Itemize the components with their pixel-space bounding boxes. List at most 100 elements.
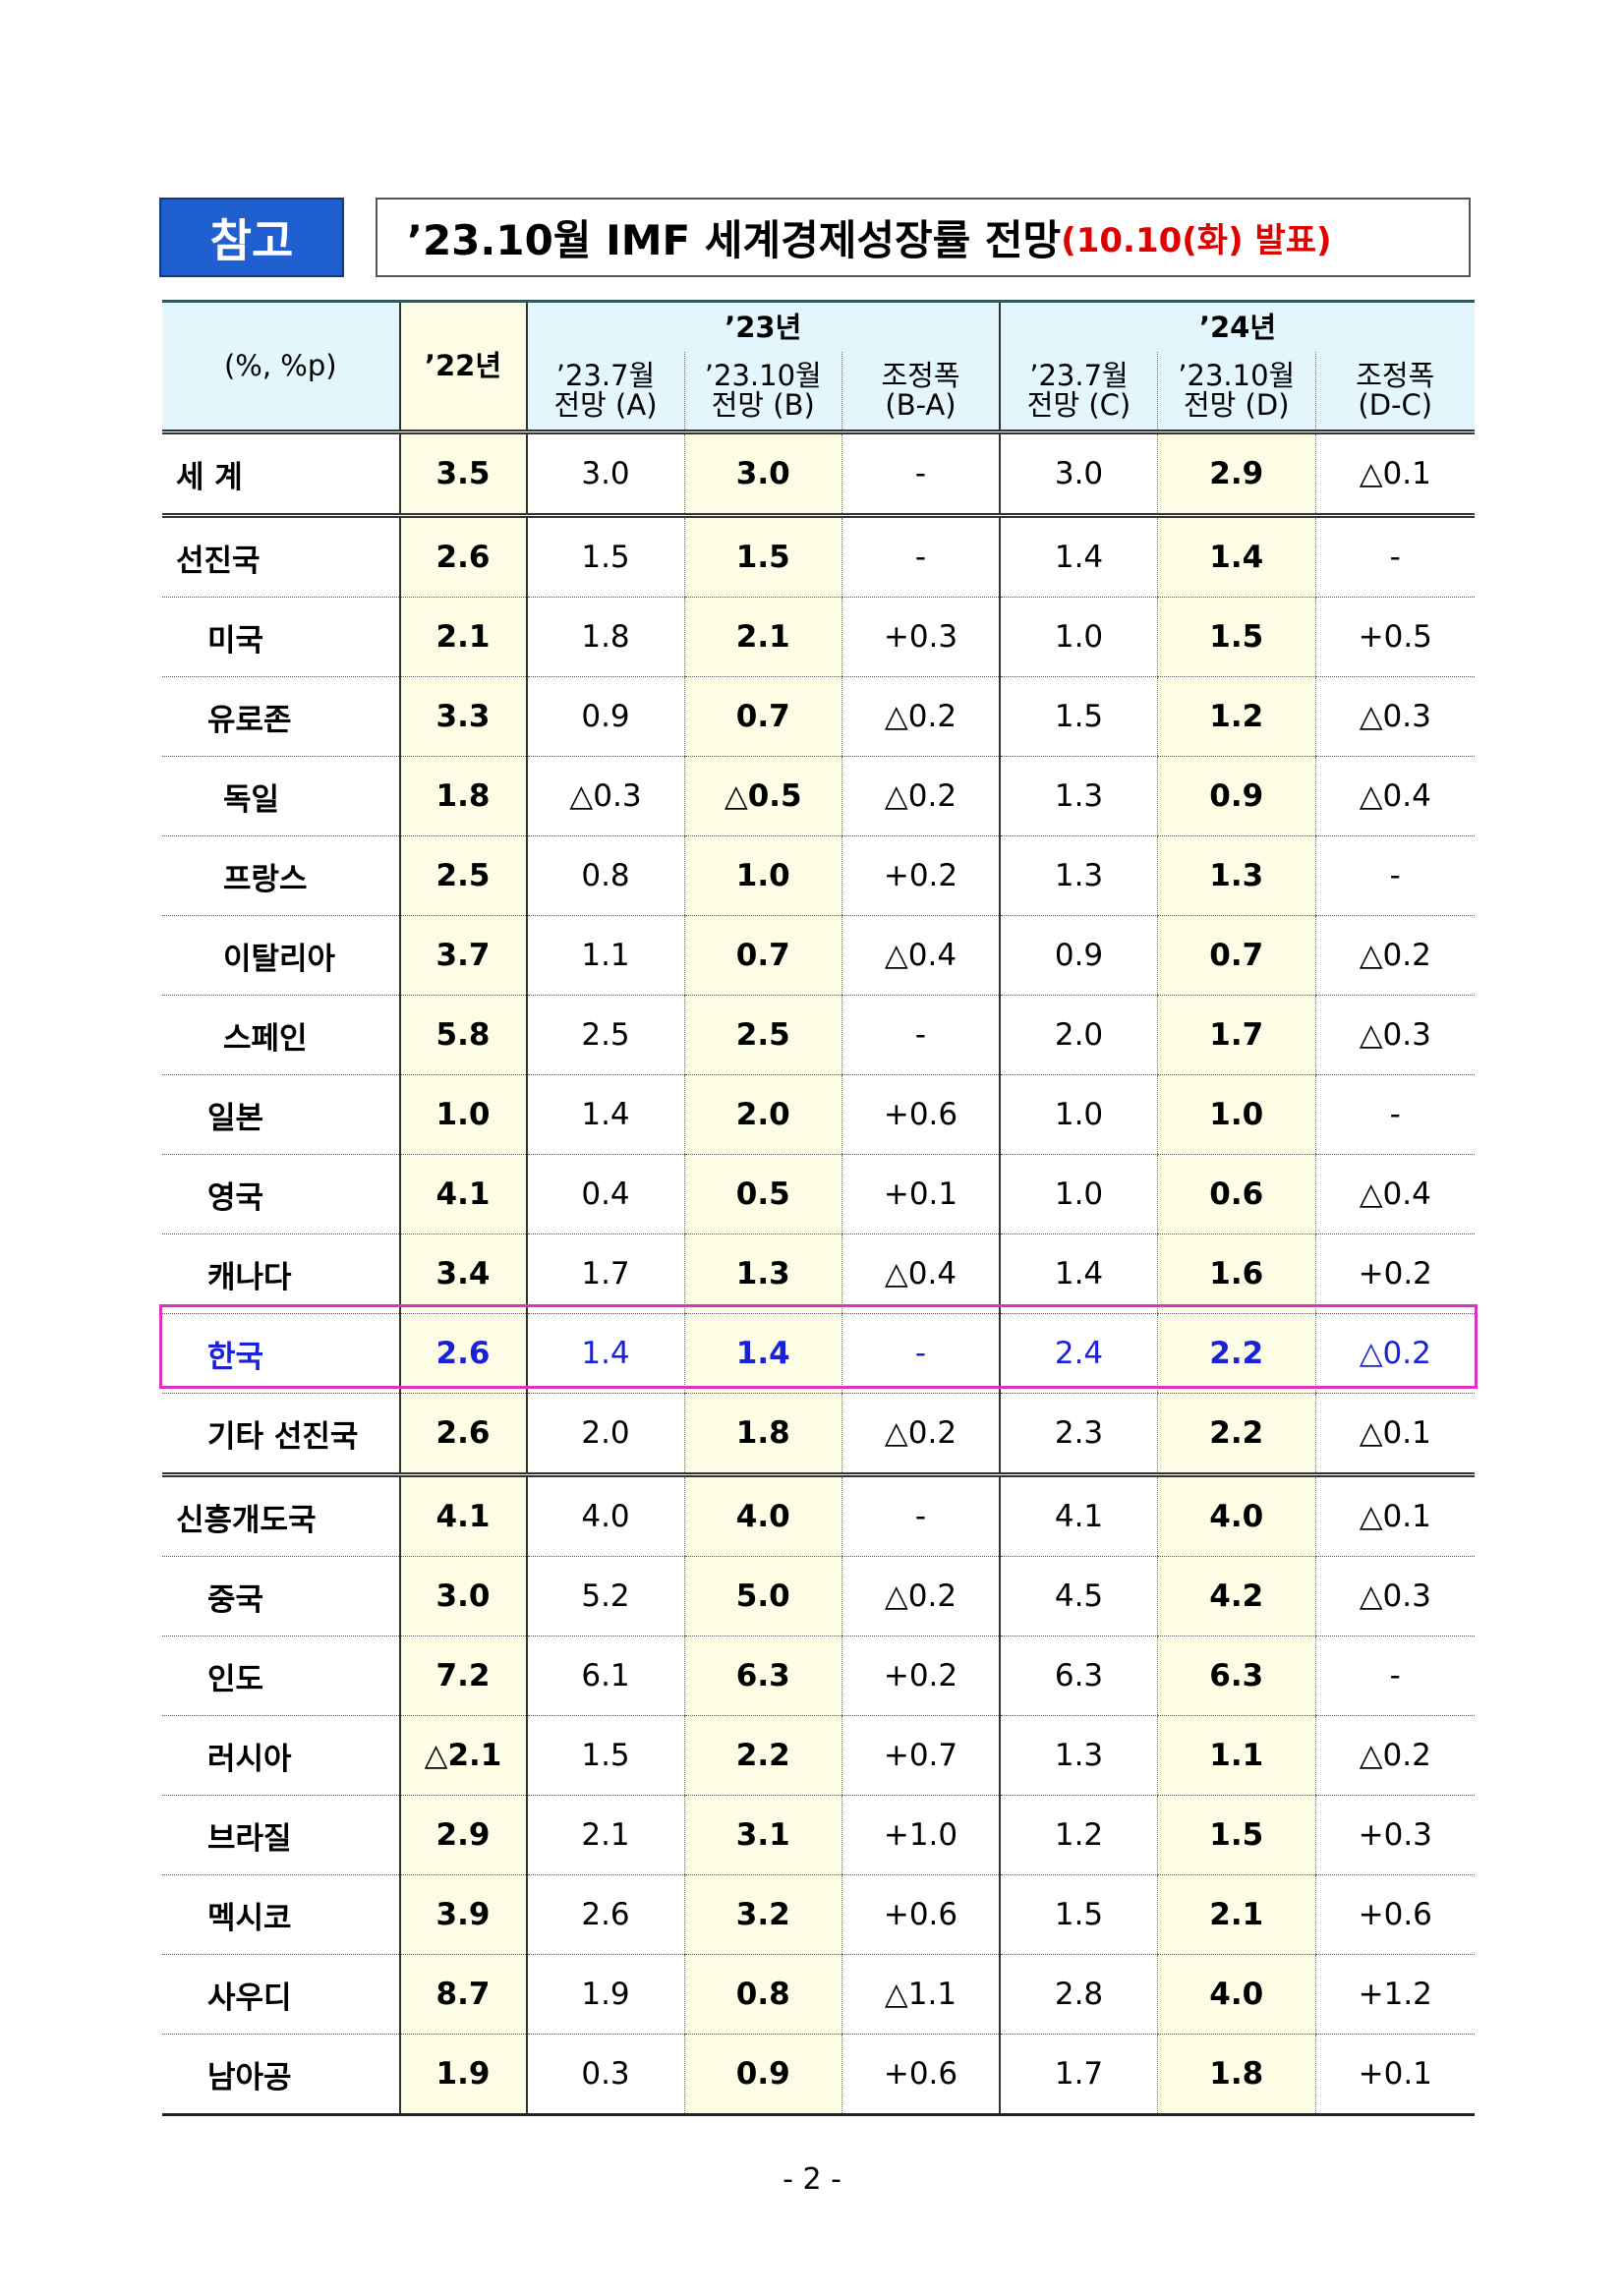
cell: +0.3 — [841, 597, 1000, 677]
cell: 1.1 — [1157, 1715, 1315, 1796]
row-label: 독일 — [162, 756, 400, 836]
table-row: 선진국 2.6 1.5 1.5-1.4 1.4- — [162, 515, 1476, 598]
year-header: ’22년 — [398, 300, 527, 434]
cell: 2.1 — [398, 597, 527, 677]
cell: 1.5 — [525, 1715, 684, 1796]
cell: 2.1 — [525, 1795, 684, 1875]
cell: 0.7 — [683, 676, 842, 757]
cell: 4.1 — [398, 1154, 527, 1234]
row-label: 중국 — [162, 1556, 400, 1636]
cell: △0.2 — [1314, 915, 1476, 996]
badge: 참고 — [159, 198, 344, 277]
cell: 3.0 — [999, 431, 1158, 518]
cell: +0.6 — [841, 2034, 1000, 2116]
table-row: 프랑스 2.5 0.8 1.0 +0.2 1.3 1.3- — [162, 835, 1476, 916]
cell: △0.3 — [525, 756, 684, 836]
column-header: 조정폭 (D-C) — [1314, 351, 1476, 434]
cell: +0.7 — [841, 1715, 1000, 1796]
cell: +0.6 — [841, 1874, 1000, 1955]
table-row: 한국 2.6 1.4 1.4-2.4 2.2 △0.2 — [162, 1313, 1476, 1394]
cell: △0.1 — [1314, 1393, 1476, 1477]
cell: 1.3 — [999, 835, 1158, 916]
table-row: 기타 선진국 2.6 2.0 1.8 △0.2 2.3 2.2 △0.1 — [162, 1393, 1476, 1477]
cell: △0.2 — [841, 756, 1000, 836]
cell: 0.5 — [683, 1154, 842, 1234]
row-label: 세 계 — [162, 431, 400, 518]
cell: 2.5 — [525, 995, 684, 1075]
cell: 3.1 — [683, 1795, 842, 1875]
cell: 0.8 — [525, 835, 684, 916]
cell: 0.8 — [683, 1954, 842, 2035]
cell: 4.0 — [1157, 1474, 1315, 1557]
cell: - — [841, 515, 1000, 598]
cell: 0.4 — [525, 1154, 684, 1234]
table-row: 중국 3.0 5.2 5.0 △0.2 4.5 4.2 △0.3 — [162, 1556, 1476, 1636]
cell: 4.2 — [1157, 1556, 1315, 1636]
cell: 4.0 — [683, 1474, 842, 1557]
table-row: 사우디 8.7 1.9 0.8 △1.1 2.8 4.0 +1.2 — [162, 1954, 1476, 2035]
row-label: 브라질 — [162, 1795, 400, 1875]
cell: 3.3 — [398, 676, 527, 757]
cell: 1.3 — [683, 1234, 842, 1314]
table-row: 미국 2.1 1.8 2.1 +0.3 1.0 1.5 +0.5 — [162, 597, 1476, 677]
cell: △0.3 — [1314, 676, 1476, 757]
cell: 1.3 — [999, 1715, 1158, 1796]
cell: 0.9 — [999, 915, 1158, 996]
column-header-line: ’23.7월 — [1029, 358, 1129, 392]
cell: 2.0 — [999, 995, 1158, 1075]
cell: 1.8 — [683, 1393, 842, 1477]
cell: 1.6 — [1157, 1234, 1315, 1314]
cell: 0.9 — [683, 2034, 842, 2116]
cell: 3.0 — [683, 431, 842, 518]
cell: △0.2 — [1314, 1313, 1476, 1394]
row-label: 일본 — [162, 1074, 400, 1155]
column-header: ’23.7월 전망 (A) — [525, 351, 684, 434]
table-row: 스페인 5.8 2.5 2.5-2.0 1.7 △0.3 — [162, 995, 1476, 1075]
cell: 6.3 — [999, 1636, 1158, 1716]
cell: 3.2 — [683, 1874, 842, 1955]
row-label: 인도 — [162, 1636, 400, 1716]
row-label: 캐나다 — [162, 1234, 400, 1314]
cell: 1.0 — [1157, 1074, 1315, 1155]
cell: △0.2 — [841, 676, 1000, 757]
cell: 6.1 — [525, 1636, 684, 1716]
cell: 7.2 — [398, 1636, 527, 1716]
cell: 2.6 — [398, 515, 527, 598]
page-number: - 2 - — [783, 2162, 841, 2197]
cell: - — [1314, 835, 1476, 916]
table-row: 브라질 2.9 2.1 3.1 +1.0 1.2 1.5 +0.3 — [162, 1795, 1476, 1875]
column-header-line: ’23.10월 — [1178, 358, 1296, 392]
table-row: 이탈리아 3.7 1.1 0.7 △0.4 0.9 0.7 △0.2 — [162, 915, 1476, 996]
cell: 1.5 — [525, 515, 684, 598]
column-header-line: 전망 (D) — [1183, 388, 1290, 423]
cell: - — [1314, 515, 1476, 598]
table-row: 영국 4.1 0.4 0.5 +0.1 1.0 0.6 △0.4 — [162, 1154, 1476, 1234]
row-label: 스페인 — [162, 995, 400, 1075]
cell: 5.2 — [525, 1556, 684, 1636]
cell: 2.2 — [1157, 1313, 1315, 1394]
row-label: 신흥개도국 — [162, 1474, 400, 1557]
cell: 1.0 — [999, 1154, 1158, 1234]
cell: 1.0 — [683, 835, 842, 916]
cell: 8.7 — [398, 1954, 527, 2035]
cell: 3.9 — [398, 1874, 527, 1955]
cell: △0.2 — [1314, 1715, 1476, 1796]
cell: 0.7 — [1157, 915, 1315, 996]
cell: △0.4 — [841, 1234, 1000, 1314]
cell: 4.1 — [398, 1474, 527, 1557]
cell: 1.9 — [398, 2034, 527, 2116]
cell: 1.8 — [1157, 2034, 1315, 2116]
cell: 2.9 — [398, 1795, 527, 1875]
column-header-line: 전망 (A) — [553, 388, 658, 423]
cell: 1.3 — [999, 756, 1158, 836]
cell: 4.0 — [525, 1474, 684, 1557]
cell: △0.3 — [1314, 1556, 1476, 1636]
cell: 1.4 — [999, 1234, 1158, 1314]
cell: - — [1314, 1636, 1476, 1716]
cell: 6.3 — [683, 1636, 842, 1716]
cell: 2.6 — [398, 1313, 527, 1394]
row-label: 영국 — [162, 1154, 400, 1234]
cell: 2.3 — [999, 1393, 1158, 1477]
cell: 1.7 — [999, 2034, 1158, 2116]
